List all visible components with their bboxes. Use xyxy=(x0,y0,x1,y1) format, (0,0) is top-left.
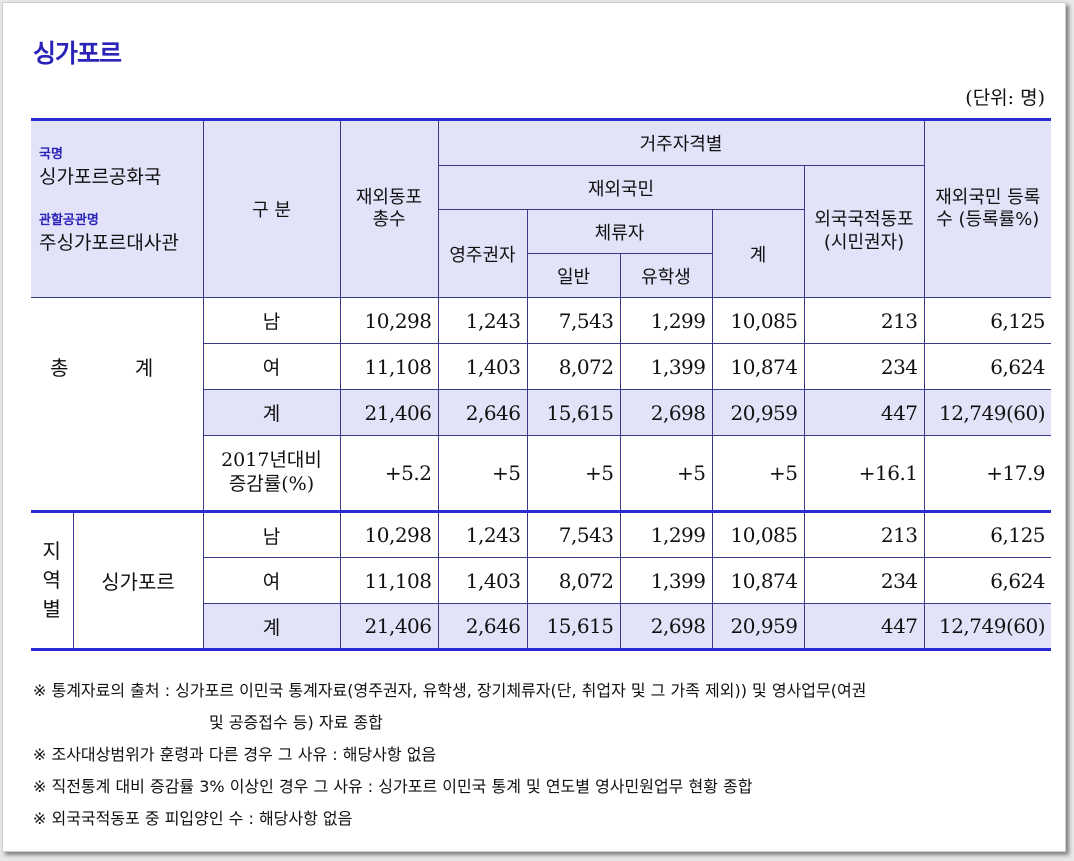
table-row: 여 11,108 1,403 8,072 1,399 10,874 234 6,… xyxy=(31,557,1052,604)
cell: 234 xyxy=(803,557,925,604)
cell: 21,406 xyxy=(339,389,439,436)
cell: 1,299 xyxy=(619,297,713,344)
cell: 1,403 xyxy=(437,557,528,604)
cell: 1,299 xyxy=(619,511,713,558)
footnote: ※ 직전통계 대비 증감률 3% 이상인 경우 그 사유 : 싱가포르 이민국 … xyxy=(33,777,753,796)
cell: 1,243 xyxy=(437,511,528,558)
blank-cell xyxy=(31,435,204,512)
cell: 6,125 xyxy=(923,511,1052,558)
cell: +5.2 xyxy=(339,435,439,512)
office-value: 주싱가포르대사관 xyxy=(39,232,179,254)
subtotal-header: 계 xyxy=(711,209,804,298)
cell: +16.1 xyxy=(803,435,925,512)
table-row-total: 계 21,406 2,646 15,615 2,698 20,959 447 1… xyxy=(31,603,1052,650)
cell: 20,959 xyxy=(711,389,805,436)
table-row-change: 2017년대비 증감률(%) +5.2 +5 +5 +5 +5 +16.1 +1… xyxy=(31,435,1052,512)
page-title: 싱가포르 xyxy=(33,39,122,68)
cell: 12,749(60) xyxy=(923,389,1052,436)
cell: 7,543 xyxy=(526,511,621,558)
cell: 7,543 xyxy=(526,297,621,344)
country-value: 싱가포르공화국 xyxy=(39,166,162,188)
row-label: 남 xyxy=(202,511,341,558)
cell: 447 xyxy=(803,603,925,650)
row-label: 여 xyxy=(203,557,341,604)
cell: 6,125 xyxy=(923,297,1052,344)
region-name: 싱가포르 xyxy=(72,511,204,650)
cell: 1,403 xyxy=(437,343,528,390)
cell: 11,108 xyxy=(339,343,439,390)
regional-label: 지역별 xyxy=(31,511,74,650)
cell: 1,399 xyxy=(619,557,713,604)
table-row: 여 11,108 1,403 8,072 1,399 10,874 234 6,… xyxy=(31,343,1052,390)
by-status-header: 거주자격별 xyxy=(437,119,925,166)
cell: 8,072 xyxy=(526,343,621,390)
category-header: 구 분 xyxy=(202,119,341,298)
nationals-header: 재외국민 xyxy=(438,165,805,210)
table-row-total: 계 21,406 2,646 15,615 2,698 20,959 447 1… xyxy=(31,389,1052,436)
footnotes: ※ 통계자료의 출처 : 싱가포르 이민국 통계자료(영주권자, 유학생, 장기… xyxy=(33,675,1053,835)
total-overseas-header: 재외동포 총수 xyxy=(339,119,439,298)
cell: 213 xyxy=(803,511,925,558)
cell: +5 xyxy=(526,435,621,512)
cell: 15,615 xyxy=(526,603,621,650)
footnote: ※ 통계자료의 출처 : 싱가포르 이민국 통계자료(영주권자, 유학생, 장기… xyxy=(33,681,867,700)
country-info-cell: 국명 싱가포르공화국 관할공관명 주싱가포르대사관 xyxy=(31,119,204,298)
cell: 213 xyxy=(803,297,925,344)
footnote: 및 공증접수 등) 자료 종합 xyxy=(209,713,383,732)
statistics-table: 국명 싱가포르공화국 관할공관명 주싱가포르대사관 구 분 재외동포 총수 거주… xyxy=(31,118,1052,651)
row-label: 계 xyxy=(203,603,341,650)
footnote: ※ 외국국적동포 중 피입양인 수 : 해당사항 없음 xyxy=(33,809,353,828)
cell: 11,108 xyxy=(339,557,439,604)
cell: 8,072 xyxy=(526,557,621,604)
row-label: 계 xyxy=(203,389,341,436)
cell: 6,624 xyxy=(923,343,1052,390)
cell: 12,749(60) xyxy=(923,603,1052,650)
unit-label: (단위: 명) xyxy=(965,87,1045,109)
document-page: 싱가포르 (단위: 명) 국명 싱가포르공화국 관할공관명 주싱가포르대사관 구… xyxy=(2,2,1066,852)
row-label: 여 xyxy=(203,343,341,390)
row-label: 남 xyxy=(202,297,341,344)
cell: 2,698 xyxy=(619,603,713,650)
cell: 2,698 xyxy=(619,389,713,436)
permanent-header: 영주권자 xyxy=(438,209,528,298)
cell: 6,624 xyxy=(923,557,1052,604)
cell: 234 xyxy=(803,343,925,390)
cell: 1,399 xyxy=(619,343,713,390)
foreign-nationals-header: 외국국적동포 (시민권자) xyxy=(803,165,925,298)
cell: 10,298 xyxy=(339,511,439,558)
table-row: 지역별 싱가포르 남 10,298 1,243 7,543 1,299 10,0… xyxy=(31,511,1052,650)
cell: 2,646 xyxy=(437,389,528,436)
cell: 20,959 xyxy=(711,603,805,650)
cell: 15,615 xyxy=(526,389,621,436)
cell: 10,085 xyxy=(711,297,805,344)
row-label: 2017년대비 증감률(%) xyxy=(202,435,341,512)
cell: 10,085 xyxy=(711,511,805,558)
footnote: ※ 조사대상범위가 훈령과 다른 경우 그 사유 : 해당사항 없음 xyxy=(33,745,437,764)
cell: 10,298 xyxy=(339,297,439,344)
table-row: 총 계 남 10,298 1,243 7,543 1,299 10,085 21… xyxy=(31,297,1052,436)
cell: 2,646 xyxy=(437,603,528,650)
registered-header: 재외국민 등록수 (등록률%) xyxy=(923,119,1052,298)
cell: 21,406 xyxy=(339,603,439,650)
cell: +5 xyxy=(619,435,713,512)
cell: +5 xyxy=(711,435,805,512)
residents-header: 체류자 xyxy=(526,209,713,254)
general-header: 일반 xyxy=(527,253,621,298)
cell: +17.9 xyxy=(923,435,1052,512)
cell: +5 xyxy=(437,435,528,512)
cell: 447 xyxy=(803,389,925,436)
students-header: 유학생 xyxy=(619,253,712,298)
office-label: 관할공관명 xyxy=(39,213,99,228)
cell: 1,243 xyxy=(437,297,528,344)
cell: 10,874 xyxy=(711,343,805,390)
cell: 10,874 xyxy=(711,557,805,604)
summary-label: 총 계 xyxy=(31,297,204,436)
country-label: 국명 xyxy=(39,147,63,162)
